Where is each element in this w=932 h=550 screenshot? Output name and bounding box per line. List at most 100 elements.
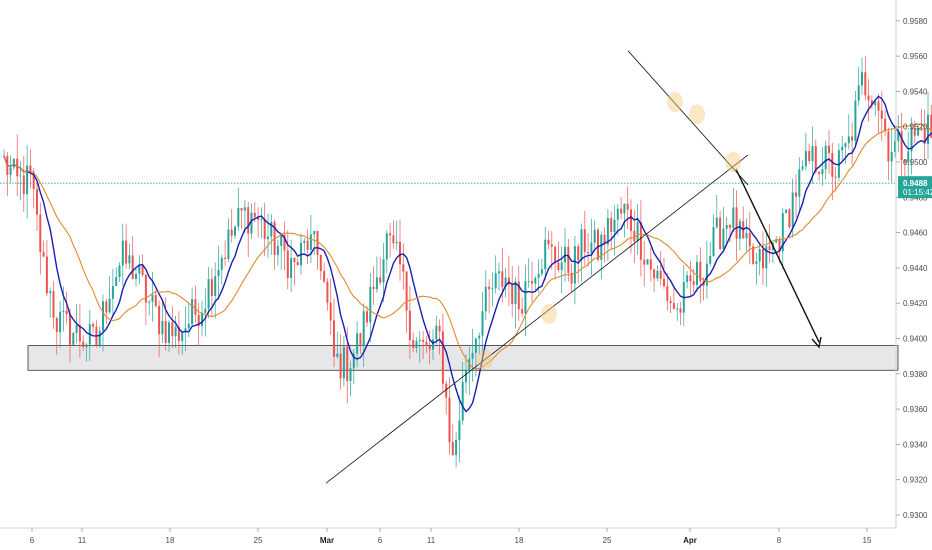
price-tick-label: 0.9500 [903, 158, 928, 167]
candle-body [59, 311, 62, 333]
candle-body [861, 72, 863, 86]
candle-body [504, 277, 507, 287]
candle-body [732, 207, 735, 228]
candle-body [620, 208, 623, 214]
candle-body [544, 239, 547, 270]
candle-body [151, 295, 154, 302]
candle-body [478, 335, 481, 339]
candle-body [474, 338, 477, 353]
candle-body [498, 271, 500, 274]
candle-body [85, 344, 88, 348]
candle-body [224, 257, 227, 259]
highlight-marker [541, 303, 557, 324]
candle-body [729, 224, 731, 228]
time-axis[interactable]: 6 11 18 25 Mar 6 11 18 25 Apr 8 15 [0, 527, 896, 545]
candle-body [45, 256, 48, 294]
candle-body [313, 231, 316, 235]
candle-body [267, 236, 269, 239]
candle-body [864, 72, 867, 96]
candle-body [557, 262, 560, 270]
candle-body [804, 151, 807, 167]
candle-body [240, 208, 243, 211]
candle-body [818, 171, 821, 174]
price-axis[interactable]: 0.9300 0.9320 0.9340 0.9360 0.9380 0.9400 0.94… [895, 0, 932, 528]
candle-body [217, 269, 220, 277]
candle-body [451, 442, 454, 456]
candle-body [349, 368, 352, 381]
time-tick-label: 6 [378, 536, 383, 545]
candle-body [72, 333, 75, 345]
candle-body [55, 317, 58, 333]
candle-body [567, 246, 570, 273]
candle-body [395, 241, 398, 244]
candle-body [197, 314, 200, 327]
candle-body [854, 100, 857, 141]
candle-body [847, 136, 850, 144]
candle-body [201, 312, 203, 327]
candle-body [507, 277, 510, 285]
candle-body [425, 341, 428, 346]
candle-body [115, 277, 118, 287]
candle-body [92, 324, 95, 327]
candle-body [283, 234, 286, 251]
candle-body [125, 240, 128, 264]
price-tick-label: 0.9560 [903, 52, 928, 61]
time-tick-label: 15 [863, 536, 872, 545]
candle-body [234, 226, 236, 236]
candle-body [78, 325, 81, 342]
time-tick-label: 6 [30, 536, 35, 545]
candle-body [689, 275, 692, 282]
candle-body [270, 222, 273, 237]
falling-trendline [627, 50, 749, 186]
candle-body [874, 101, 877, 106]
time-tick-label: 25 [254, 536, 263, 545]
candle-body [194, 299, 197, 315]
candle-body [471, 352, 474, 359]
candle-body [828, 145, 830, 154]
time-tick-label: 11 [78, 536, 87, 545]
candle-body [408, 310, 411, 341]
candle-body [775, 239, 778, 243]
candle-body [494, 273, 497, 289]
candle-body [867, 95, 870, 101]
candle-body [121, 240, 124, 266]
candle-body [587, 252, 590, 254]
candle-body [488, 286, 491, 290]
candle-body [352, 353, 355, 369]
candle-body [230, 229, 233, 236]
candle-body [897, 131, 900, 142]
candle-body [778, 239, 781, 252]
candle-body [633, 230, 636, 242]
time-tick-label: 11 [427, 536, 436, 545]
candle-body [333, 320, 335, 357]
candle-body [590, 242, 593, 254]
price-tick-label: 0.9380 [903, 370, 928, 379]
candle-body [148, 301, 151, 303]
price-tick-label: 0.9460 [903, 229, 928, 238]
candle-body [593, 229, 596, 243]
candle-body [603, 234, 606, 245]
candle-body [762, 249, 764, 269]
candle-body [907, 151, 910, 163]
candle-body [659, 270, 662, 279]
candle-body [623, 203, 626, 214]
candle-body [821, 169, 824, 174]
candle-body [39, 214, 42, 253]
candle-body [415, 340, 418, 349]
candle-body [319, 254, 322, 272]
countdown-label: 01:15:42 [903, 188, 932, 197]
candle-body [385, 233, 388, 260]
candle-body [412, 340, 415, 349]
candle-body [52, 291, 55, 318]
candle-body [524, 281, 527, 314]
price-tick-label: 0.9340 [903, 440, 928, 449]
candle-body [12, 158, 15, 168]
plot-area[interactable] [0, 50, 932, 484]
candle-body [323, 271, 326, 282]
candle-body [286, 250, 289, 278]
candle-body [69, 314, 71, 345]
candle-body [511, 284, 514, 305]
candle-body [303, 240, 306, 243]
